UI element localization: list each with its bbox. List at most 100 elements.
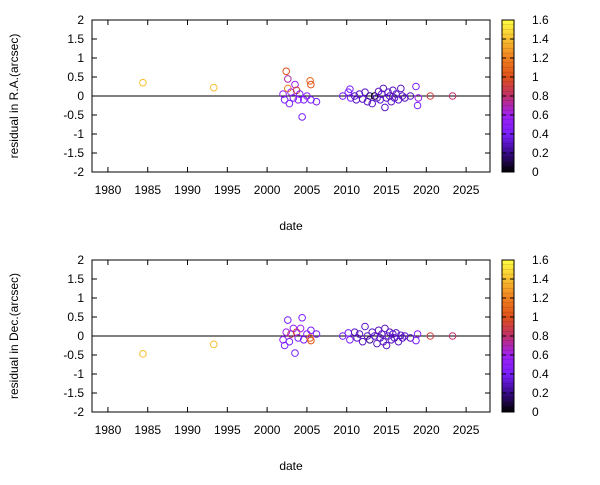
colorbar-tick-label: 1.6 [532, 253, 549, 267]
x-tick-label: 1995 [214, 423, 241, 437]
data-point [398, 334, 407, 342]
colorbar-tick-label: 0.4 [532, 367, 549, 381]
data-point [350, 92, 359, 100]
data-point [344, 329, 353, 337]
y-tick-label: -1 [73, 367, 84, 381]
x-tick-label: 2015 [373, 183, 400, 197]
data-point [401, 94, 409, 102]
data-point [412, 336, 420, 345]
colorbar-tick-label: 0.4 [532, 127, 549, 141]
data-point [139, 78, 147, 87]
colorbar-tick-label: 0.2 [532, 146, 549, 160]
data-point [381, 103, 389, 112]
data-point [412, 82, 420, 91]
data-point [280, 96, 289, 104]
data-point [298, 313, 306, 322]
data-point [289, 94, 298, 102]
data-point [294, 334, 302, 342]
data-point [397, 84, 405, 93]
y-tick-label: -2 [73, 405, 84, 419]
colorbar-tick-label: 1.2 [532, 51, 549, 65]
data-point [312, 330, 321, 338]
data-point [426, 92, 435, 100]
data-point [280, 341, 289, 350]
colorbar-tick-label: 1 [532, 310, 539, 324]
y-tick-label: -1.5 [63, 386, 84, 400]
data-point [353, 334, 361, 342]
colorbar-tick-label: 0.2 [532, 386, 549, 400]
data-point [384, 88, 392, 96]
data-point [346, 94, 355, 102]
data-point [346, 336, 354, 344]
data-point [394, 96, 403, 104]
data-point [370, 332, 379, 340]
y-tick-label: -2 [73, 165, 84, 179]
data-point [355, 330, 364, 338]
data-point [361, 322, 369, 331]
data-point [363, 332, 372, 340]
data-point [368, 99, 376, 108]
y-tick-label: -1 [73, 127, 84, 141]
data-point [379, 84, 388, 93]
x-tick-label: 2020 [413, 423, 440, 437]
x-tick-label: 1990 [174, 183, 201, 197]
colorbar-tick-label: 0 [532, 405, 539, 419]
y-tick-label: -0.5 [63, 348, 84, 362]
data-point [413, 101, 422, 110]
x-tick-label: 1995 [214, 183, 241, 197]
data-point [307, 336, 315, 345]
data-point [306, 77, 314, 85]
data-point [338, 92, 347, 100]
data-point [312, 97, 321, 106]
data-point [209, 340, 218, 349]
data-point [361, 88, 369, 96]
x-axis-label: date [279, 219, 303, 233]
data-point [279, 90, 287, 98]
data-point [413, 330, 422, 338]
colorbar-tick-label: 0.6 [532, 108, 549, 122]
data-point [366, 92, 374, 100]
data-point [285, 337, 294, 346]
x-tick-label: 2010 [333, 423, 360, 437]
colorbar-tick-label: 0 [532, 165, 539, 179]
data-point [390, 334, 399, 342]
data-point [303, 92, 311, 100]
data-point [381, 324, 389, 333]
colorbar-tick-label: 1 [532, 70, 539, 84]
data-point [307, 80, 315, 89]
y-axis-label: residual in R.A.(arcsec) [7, 34, 21, 159]
data-point [394, 337, 403, 346]
colorbar-tick-label: 1.2 [532, 291, 549, 305]
data-point [307, 326, 315, 335]
data-point [398, 92, 407, 100]
y-tick-label: 2 [77, 253, 84, 267]
x-tick-label: 1985 [134, 183, 161, 197]
data-point [389, 330, 397, 338]
data-point [382, 341, 391, 350]
y-tick-label: 1.5 [67, 32, 84, 46]
data-point [406, 92, 415, 100]
x-tick-label: 2025 [453, 423, 480, 437]
data-point [285, 99, 294, 108]
y-tick-label: 0 [77, 329, 84, 343]
y-tick-label: 0.5 [67, 70, 84, 84]
x-tick-label: 2015 [373, 423, 400, 437]
colorbar-tick-label: 1.4 [532, 272, 549, 286]
y-tick-label: 0.5 [67, 310, 84, 324]
data-point [282, 328, 291, 337]
y-tick-label: 1.5 [67, 272, 84, 286]
data-point [390, 94, 399, 102]
y-tick-label: 0 [77, 89, 84, 103]
data-point [401, 332, 409, 340]
x-tick-label: 1980 [95, 183, 122, 197]
data-point [358, 337, 367, 346]
data-point [448, 332, 457, 340]
data-point [296, 324, 305, 333]
x-axis-label: date [279, 459, 303, 473]
data-point [426, 332, 435, 340]
data-point [448, 92, 457, 100]
x-tick-label: 2020 [413, 183, 440, 197]
data-point [284, 75, 292, 83]
data-point [414, 94, 423, 102]
